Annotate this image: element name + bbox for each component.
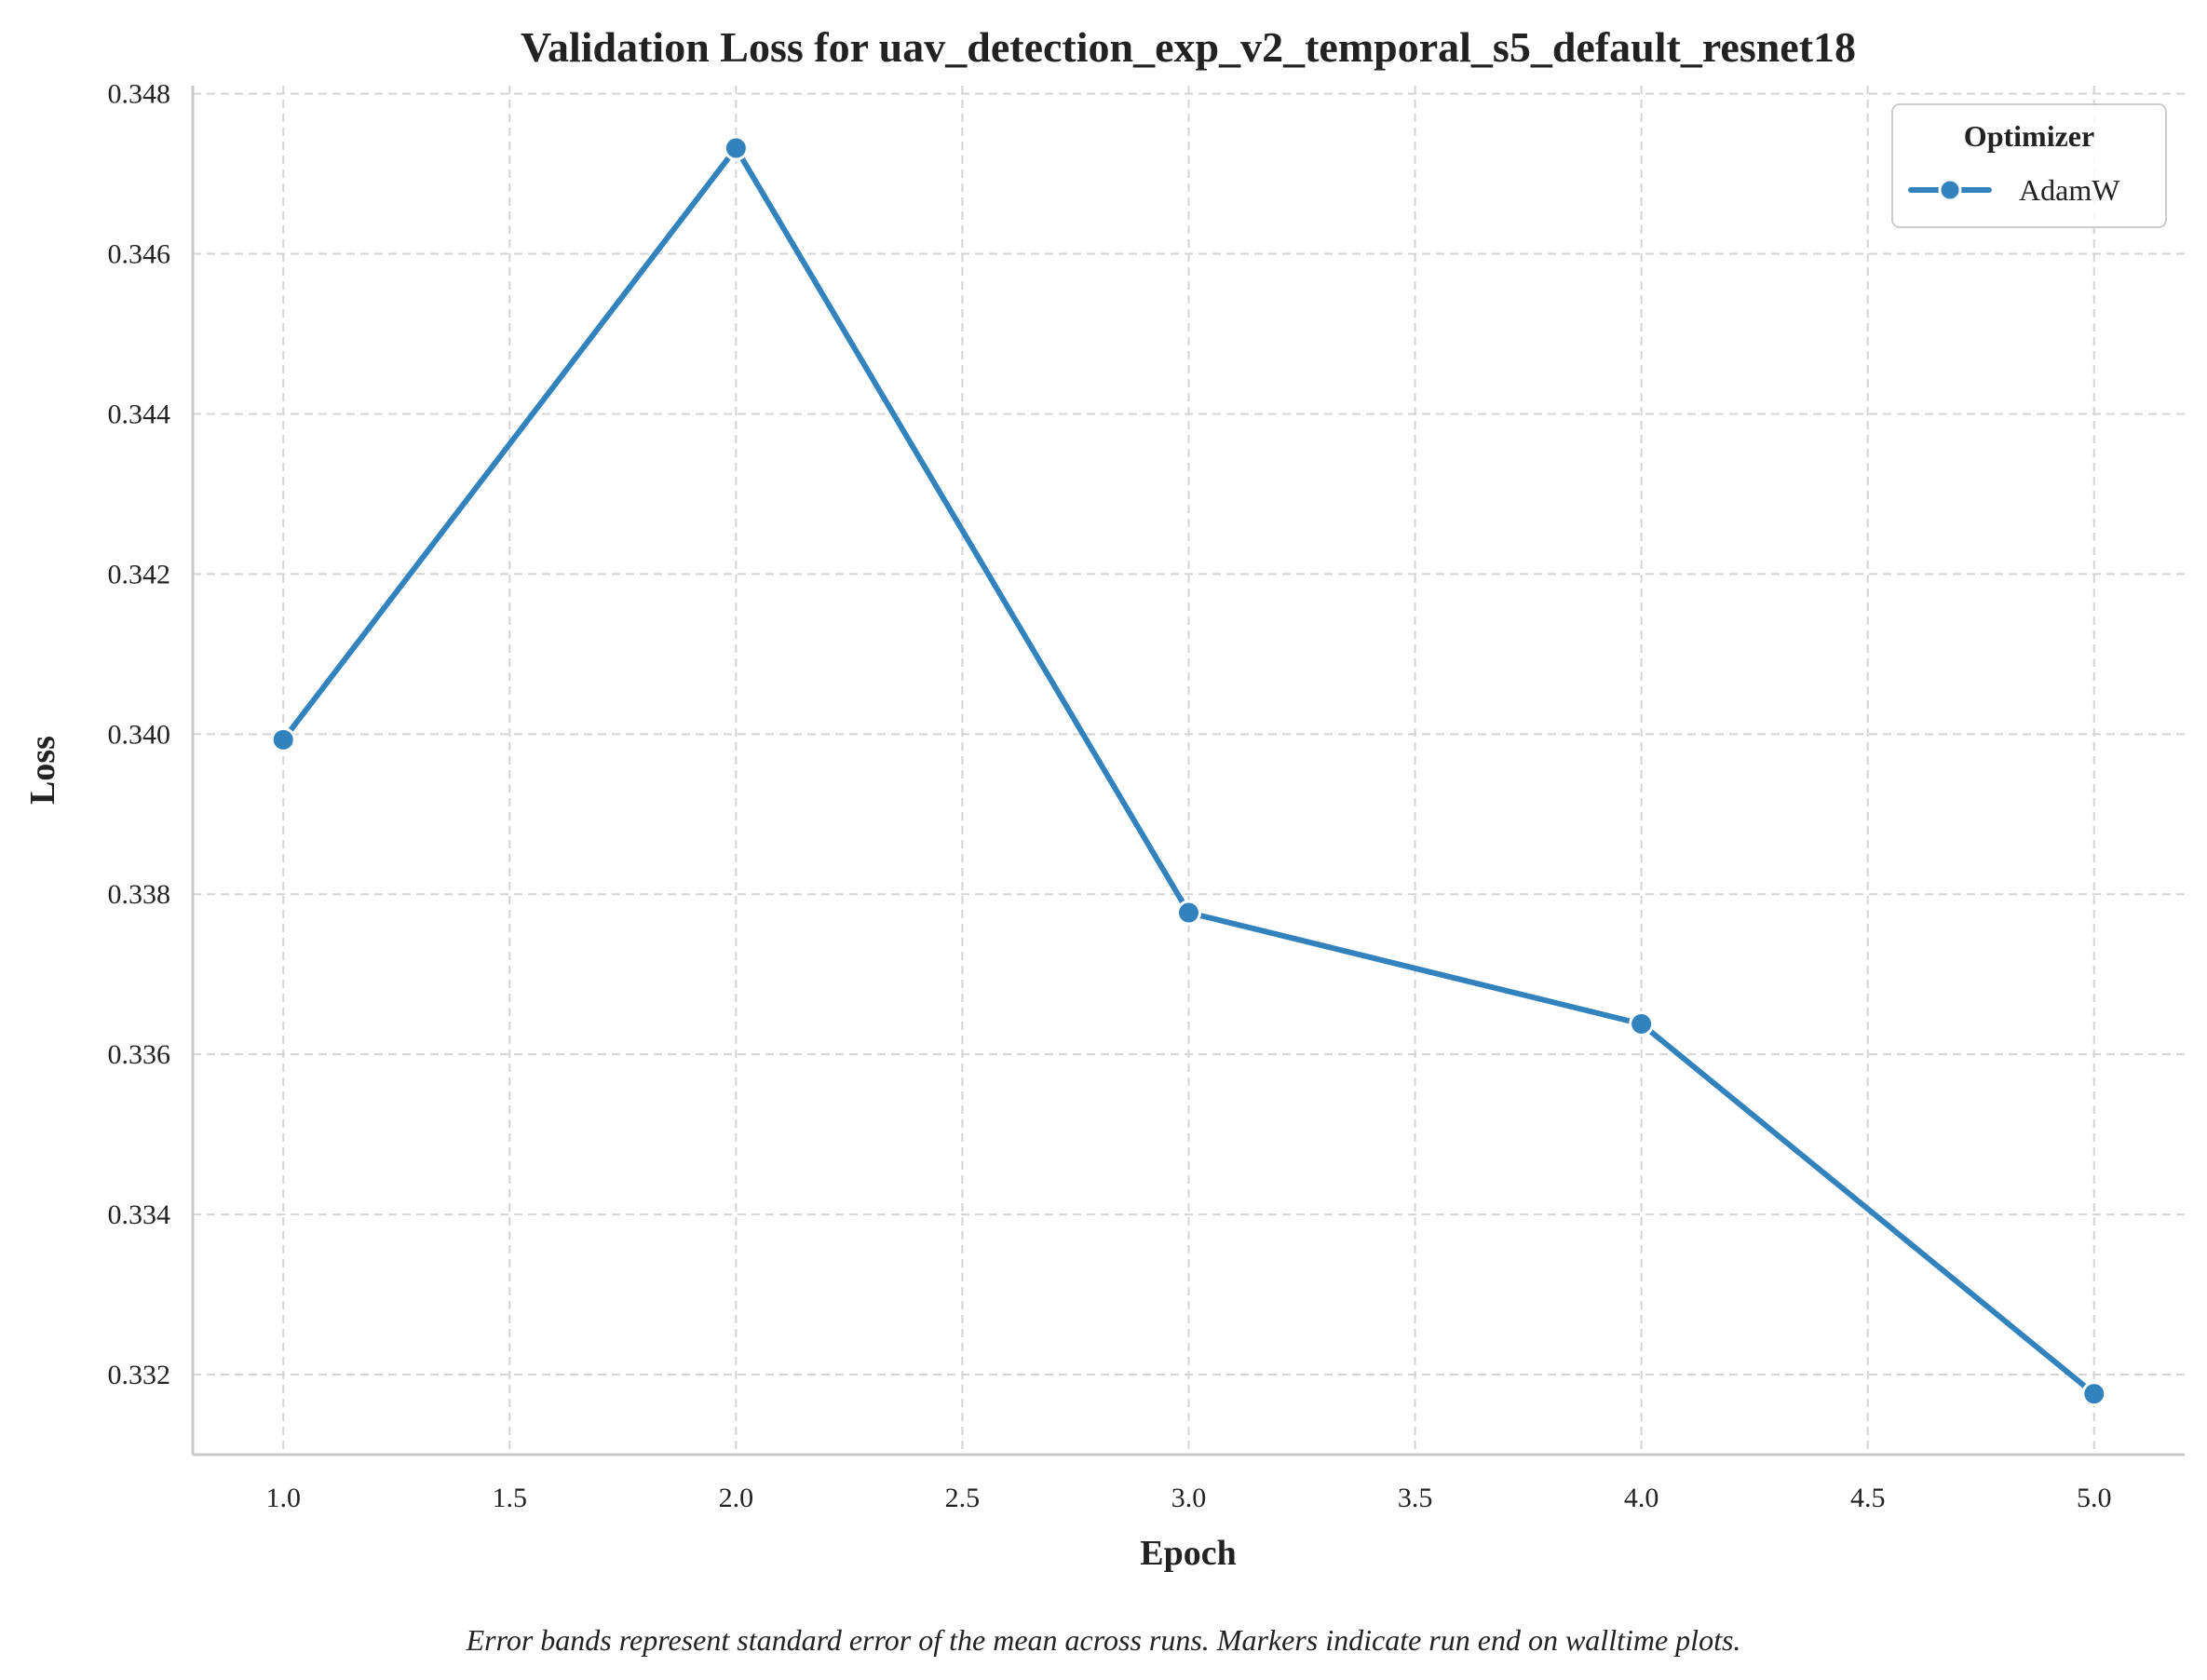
x-tick-label: 2.5: [945, 1483, 981, 1513]
grid-layer: [193, 86, 2185, 1455]
x-axis-label: Epoch: [1140, 1534, 1236, 1573]
chart-caption: Error bands represent standard error of …: [466, 1623, 1741, 1657]
x-tick-label: 3.0: [1171, 1483, 1207, 1513]
y-tick-label: 0.340: [108, 719, 171, 750]
y-tick-label: 0.346: [108, 239, 171, 270]
x-tick-label: 4.0: [1624, 1483, 1659, 1513]
y-tick-label: 0.342: [108, 559, 171, 589]
axes-spines: [191, 86, 2185, 1456]
data-point: [2081, 1381, 2107, 1407]
x-tick-label: 1.0: [265, 1483, 301, 1513]
data-point: [1176, 900, 1201, 926]
x-tick-label: 2.0: [719, 1483, 754, 1513]
data-point: [270, 726, 296, 752]
x-tick-label: 5.0: [2077, 1483, 2112, 1513]
y-tick-label: 0.334: [108, 1199, 171, 1230]
legend: Optimizer AdamW: [1891, 103, 2167, 228]
x-tick-label: 1.5: [493, 1483, 528, 1513]
y-axis-label: Loss: [23, 736, 62, 805]
data-point: [1629, 1011, 1655, 1037]
x-tick-label: 4.5: [1850, 1483, 1886, 1513]
data-point: [723, 135, 749, 161]
chart-title: Validation Loss for uav_detection_exp_v2…: [521, 23, 1856, 71]
y-tick-label: 0.336: [108, 1039, 171, 1070]
y-tick-label: 0.338: [108, 879, 171, 910]
y-tick-label: 0.344: [108, 399, 171, 429]
tick-labels: 1.0 1.5 2.0 2.5 3.0 3.5 4.0 4.5 5.0 0.332 0.334 0.3…: [108, 79, 2112, 1513]
legend-label-adamw: AdamW: [2019, 173, 2120, 207]
x-tick-label: 3.5: [1398, 1483, 1433, 1513]
legend-marker-adamw: [1938, 178, 1962, 202]
y-tick-label: 0.348: [108, 79, 171, 110]
y-tick-label: 0.332: [108, 1360, 171, 1390]
legend-box: [1891, 103, 2167, 228]
series-layer: [270, 135, 2107, 1407]
legend-title: Optimizer: [1964, 119, 2094, 153]
